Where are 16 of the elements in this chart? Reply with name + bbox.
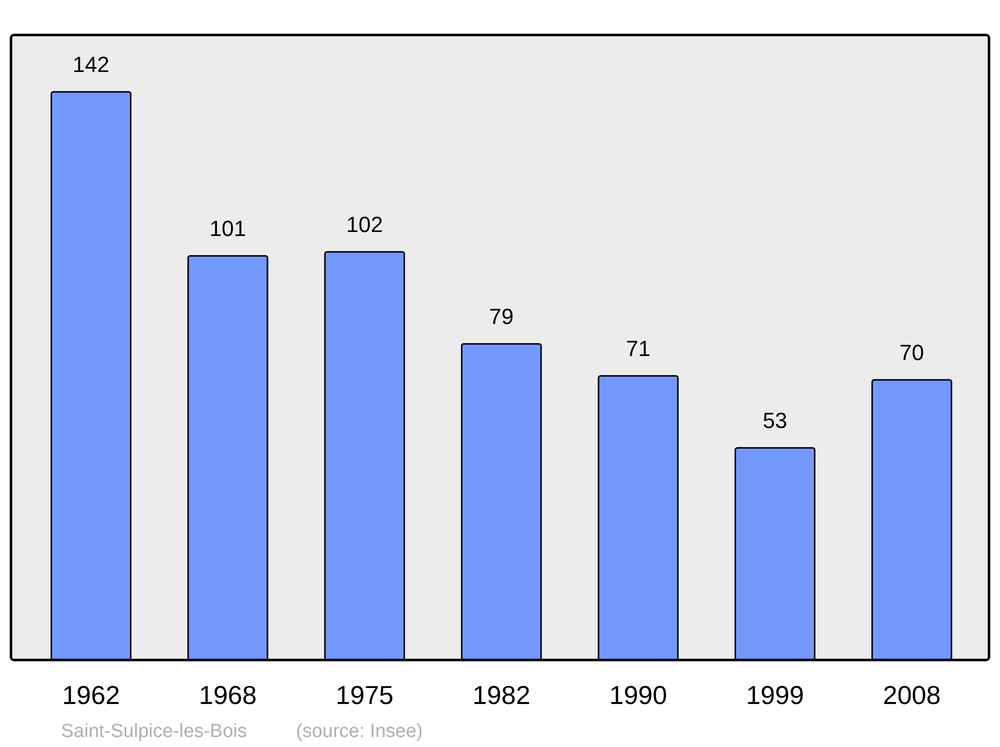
x-tick-label: 2008 [882, 680, 941, 710]
data-label: 53 [762, 408, 788, 433]
data-label: 102 [346, 212, 383, 237]
data-label: 142 [72, 52, 110, 77]
x-tick-label: 1968 [198, 680, 257, 710]
x-tick-label: 1990 [609, 680, 668, 710]
x-tick-label: 1999 [746, 680, 804, 710]
data-label: 101 [209, 216, 246, 241]
text: (source: Insee) [296, 721, 423, 742]
data-label: 79 [489, 304, 514, 329]
data-label: 71 [626, 336, 650, 361]
text: Saint-Sulpice-les-Bois [61, 721, 247, 742]
x-tick-label: 1975 [336, 680, 394, 710]
x-tick-label: 1962 [62, 680, 120, 710]
x-tick-label: 1982 [472, 680, 530, 710]
data-label: 70 [900, 340, 924, 365]
